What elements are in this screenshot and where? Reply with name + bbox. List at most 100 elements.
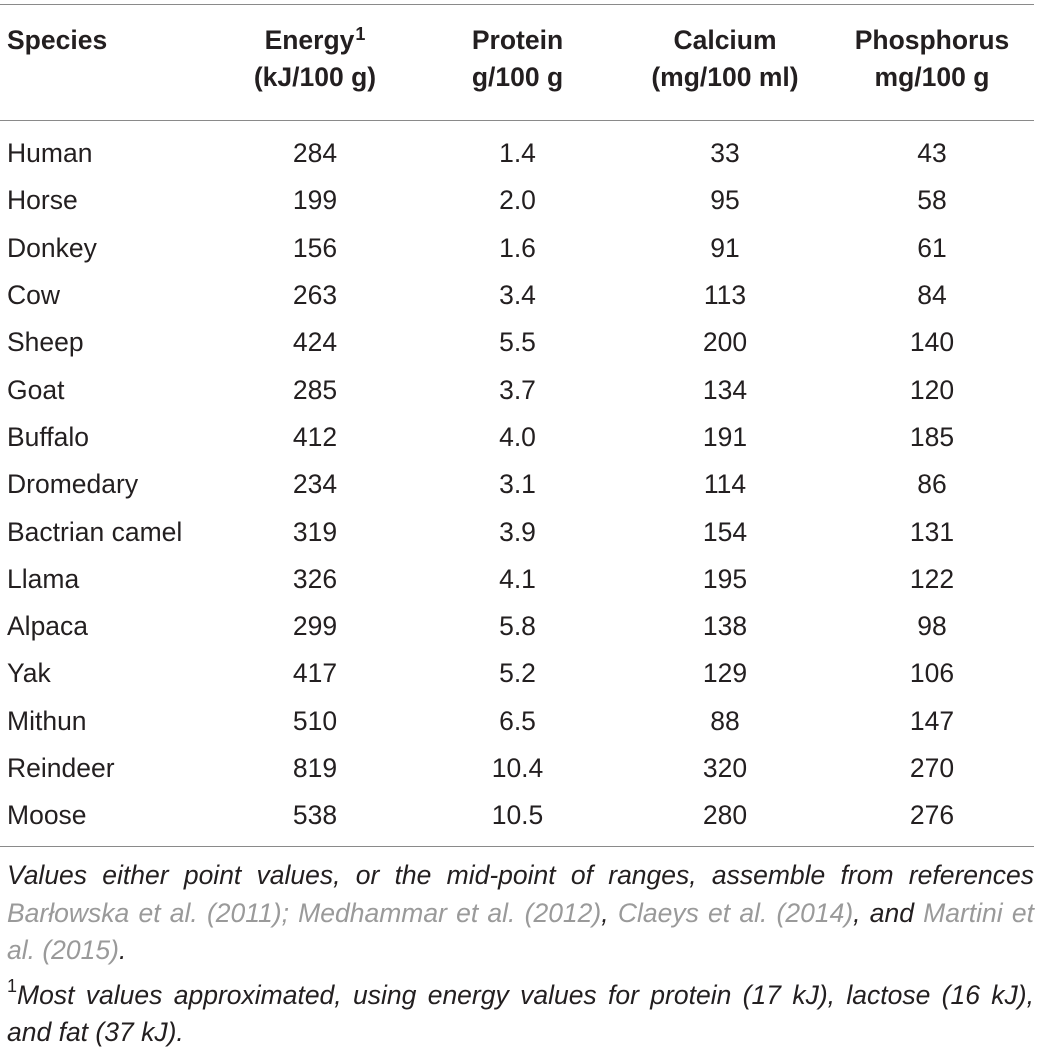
cell-species: Buffalo <box>0 414 215 461</box>
cell-energy: 319 <box>215 508 415 555</box>
cell-energy: 234 <box>215 461 415 508</box>
cell-phosphorus: 131 <box>830 508 1034 555</box>
cell-protein: 5.2 <box>415 650 620 697</box>
cell-energy: 424 <box>215 319 415 366</box>
cell-phosphorus: 86 <box>830 461 1034 508</box>
header-calcium: Calcium(mg/100 ml) <box>620 0 830 120</box>
cell-protein: 4.0 <box>415 414 620 461</box>
cell-calcium: 134 <box>620 366 830 413</box>
cell-species: Sheep <box>0 319 215 366</box>
table-notes: Values either point values, or the mid-p… <box>7 857 1034 1051</box>
cell-protein: 3.1 <box>415 461 620 508</box>
cell-phosphorus: 106 <box>830 650 1034 697</box>
cell-phosphorus: 147 <box>830 698 1034 745</box>
cell-phosphorus: 140 <box>830 319 1034 366</box>
cell-calcium: 129 <box>620 650 830 697</box>
cell-species: Human <box>0 120 215 177</box>
cell-calcium: 88 <box>620 698 830 745</box>
cell-species: Dromedary <box>0 461 215 508</box>
cell-species: Cow <box>0 272 215 319</box>
cell-phosphorus: 98 <box>830 603 1034 650</box>
cell-phosphorus: 276 <box>830 792 1034 839</box>
cell-protein: 10.4 <box>415 745 620 792</box>
cell-calcium: 320 <box>620 745 830 792</box>
cell-energy: 417 <box>215 650 415 697</box>
cell-energy: 326 <box>215 556 415 603</box>
cell-phosphorus: 270 <box>830 745 1034 792</box>
cell-calcium: 191 <box>620 414 830 461</box>
cell-energy: 510 <box>215 698 415 745</box>
cell-energy: 299 <box>215 603 415 650</box>
footnote-mark: 1 <box>7 976 17 996</box>
cell-species: Bactrian camel <box>0 508 215 555</box>
cell-phosphorus: 185 <box>830 414 1034 461</box>
bottom-rule <box>0 846 1034 847</box>
cell-species: Yak <box>0 650 215 697</box>
cell-calcium: 114 <box>620 461 830 508</box>
header-energy: Energy1(kJ/100 g) <box>215 0 415 120</box>
cell-phosphorus: 122 <box>830 556 1034 603</box>
reference-link[interactable]: Claeys et al. (2014) <box>618 898 853 928</box>
cell-energy: 284 <box>215 120 415 177</box>
values-note: Values either point values, or the mid-p… <box>7 857 1034 970</box>
cell-energy: 285 <box>215 366 415 413</box>
cell-phosphorus: 84 <box>830 272 1034 319</box>
cell-energy: 199 <box>215 177 415 224</box>
cell-phosphorus: 120 <box>830 366 1034 413</box>
cell-energy: 156 <box>215 225 415 272</box>
cell-protein: 3.9 <box>415 508 620 555</box>
cell-calcium: 91 <box>620 225 830 272</box>
cell-species: Reindeer <box>0 745 215 792</box>
cell-energy: 263 <box>215 272 415 319</box>
cell-phosphorus: 61 <box>830 225 1034 272</box>
cell-calcium: 280 <box>620 792 830 839</box>
cell-phosphorus: 43 <box>830 120 1034 177</box>
cell-energy: 538 <box>215 792 415 839</box>
cell-calcium: 200 <box>620 319 830 366</box>
cell-protein: 4.1 <box>415 556 620 603</box>
cell-protein: 1.6 <box>415 225 620 272</box>
cell-protein: 5.5 <box>415 319 620 366</box>
cell-species: Horse <box>0 177 215 224</box>
cell-protein: 10.5 <box>415 792 620 839</box>
cell-species: Goat <box>0 366 215 413</box>
cell-energy: 819 <box>215 745 415 792</box>
cell-phosphorus: 58 <box>830 177 1034 224</box>
cell-calcium: 95 <box>620 177 830 224</box>
cell-species: Alpaca <box>0 603 215 650</box>
cell-protein: 1.4 <box>415 120 620 177</box>
cell-protein: 5.8 <box>415 603 620 650</box>
footnote: 1Most values approximated, using energy … <box>7 970 1034 1051</box>
cell-calcium: 154 <box>620 508 830 555</box>
cell-species: Moose <box>0 792 215 839</box>
cell-calcium: 113 <box>620 272 830 319</box>
cell-species: Mithun <box>0 698 215 745</box>
cell-protein: 3.7 <box>415 366 620 413</box>
cell-species: Donkey <box>0 225 215 272</box>
cell-protein: 2.0 <box>415 177 620 224</box>
cell-calcium: 33 <box>620 120 830 177</box>
cell-calcium: 138 <box>620 603 830 650</box>
reference-link[interactable]: Barłowska et al. (2011); Medhammar et al… <box>7 898 601 928</box>
cell-energy: 412 <box>215 414 415 461</box>
cell-protein: 6.5 <box>415 698 620 745</box>
cell-species: Llama <box>0 556 215 603</box>
